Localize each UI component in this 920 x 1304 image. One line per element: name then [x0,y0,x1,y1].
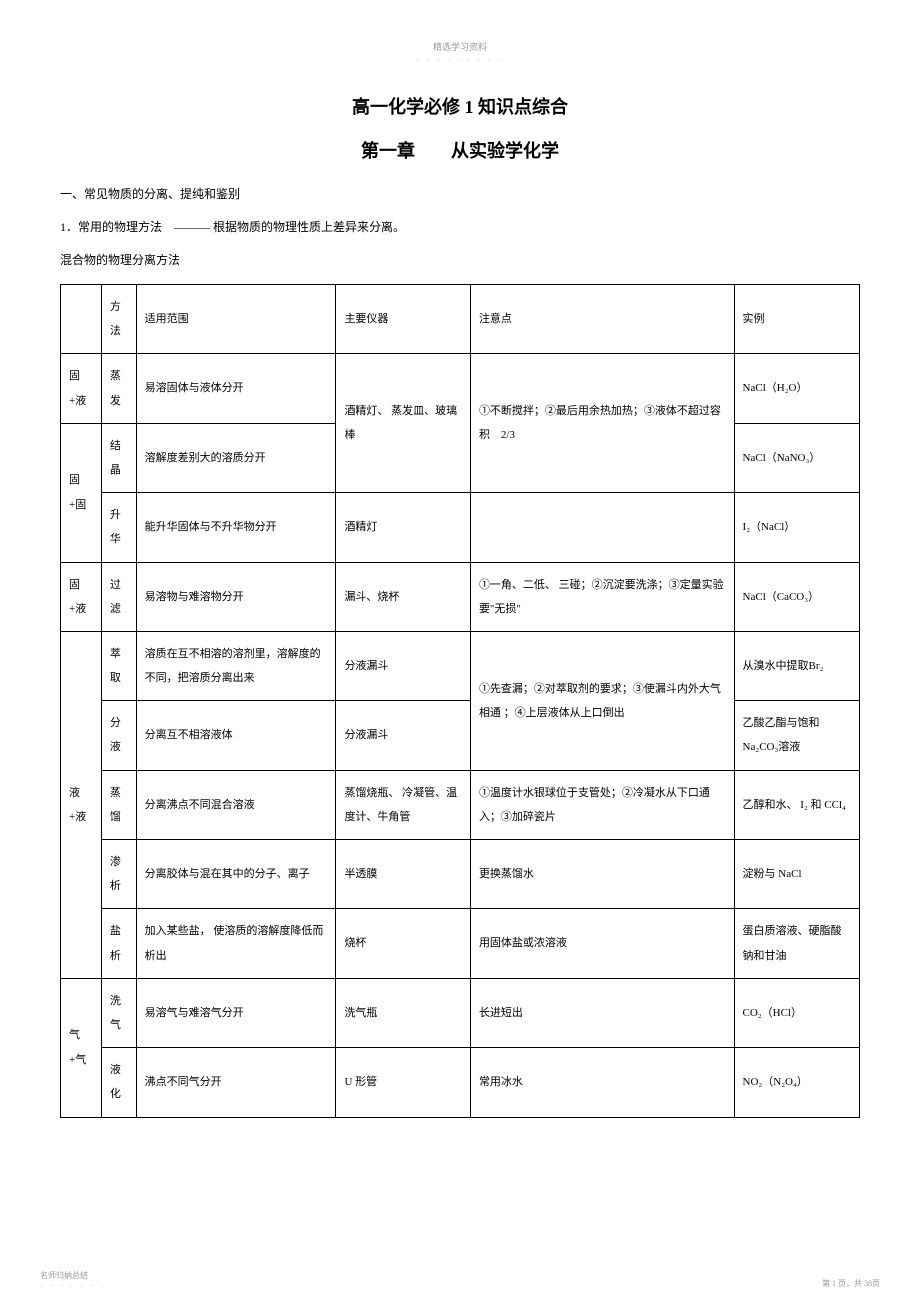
table-cell: ①温度计水银球位于支管处；②冷凝水从下口通入；③加碎瓷片 [470,770,734,839]
table-cell: 常用冰水 [470,1048,734,1117]
footer-left-text: 名师归纳总结 [40,1270,106,1281]
table-header: 方法 [101,285,136,354]
table-cell: 蒸发 [101,354,136,423]
table-cell: 分液漏斗 [336,701,471,770]
footer-page-number: 第 1 页，共 38页 [822,1278,880,1289]
table-cell: NaCl（H₂O） [734,354,859,423]
table-cell: NaCl（CaCO₃） [734,562,859,631]
table-cell: 固+液 [61,562,102,631]
table-cell: 能升华固体与不升华物分开 [136,493,336,562]
table-cell [470,493,734,562]
table-cell: 分离互不相溶液体 [136,701,336,770]
table-header: 适用范围 [136,285,336,354]
paragraph: 混合物的物理分离方法 [60,251,860,268]
table-cell: 过滤 [101,562,136,631]
table-row: 气+气 洗气 易溶气与难溶气分开 洗气瓶 长进短出 CO₂（HCl） [61,978,860,1047]
table-cell: 长进短出 [470,978,734,1047]
separation-methods-table: 方法 适用范围 主要仪器 注意点 实例 固+液 蒸发 易溶固体与液体分开 酒精灯… [60,284,860,1118]
table-cell: 漏斗、烧杯 [336,562,471,631]
table-row: 固+液 蒸发 易溶固体与液体分开 酒精灯、 蒸发皿、玻璃棒 ①不断搅拌；②最后用… [61,354,860,423]
paragraph: 1．常用的物理方法 ——— 根据物质的物理性质上差异来分离。 [60,218,860,235]
table-cell: CO₂（HCl） [734,978,859,1047]
table-cell: 洗气 [101,978,136,1047]
table-header: 注意点 [470,285,734,354]
table-cell: 蒸馏 [101,770,136,839]
chapter-title: 第一章 从实验学化学 [60,137,860,163]
table-cell: 液化 [101,1048,136,1117]
table-cell: 淀粉与 NaCl [734,840,859,909]
table-cell: 结晶 [101,423,136,492]
table-cell: 渗析 [101,840,136,909]
footer-left: 名师归纳总结 - - - - - - - [40,1270,106,1289]
table-cell: 溶解度差别大的溶质分开 [136,423,336,492]
table-row: 固+液 过滤 易溶物与难溶物分开 漏斗、烧杯 ①一角、二低、 三碰；②沉淀要洗涤… [61,562,860,631]
table-header: 主要仪器 [336,285,471,354]
table-cell: 烧杯 [336,909,471,978]
table-row: 蒸馏 分离沸点不同混合溶液 蒸馏烧瓶、 冷凝管、温度计、牛角管 ①温度计水银球位… [61,770,860,839]
table-cell: 更换蒸馏水 [470,840,734,909]
table-cell: 酒精灯、 蒸发皿、玻璃棒 [336,354,471,493]
table-row: 分液 分离互不相溶液体 分液漏斗 乙酸乙酯与饱和 Na₂CO₃溶液 [61,701,860,770]
table-cell: I₂（NaCl） [734,493,859,562]
table-row: 渗析 分离胶体与混在其中的分子、离子 半透膜 更换蒸馏水 淀粉与 NaCl [61,840,860,909]
table-cell: 用固体盐或浓溶液 [470,909,734,978]
table-cell: 萃取 [101,631,136,700]
table-header [61,285,102,354]
table-cell: ①一角、二低、 三碰；②沉淀要洗涤；③定量实验要"无损" [470,562,734,631]
table-cell: NO₂（N₂O₄） [734,1048,859,1117]
table-header: 实例 [734,285,859,354]
table-cell: 沸点不同气分开 [136,1048,336,1117]
table-cell: 半透膜 [336,840,471,909]
document-title: 高一化学必修 1 知识点综合 [60,93,860,119]
table-cell: 液+液 [61,631,102,978]
table-cell: 乙醇和水、 I₂ 和 CCl₄ [734,770,859,839]
table-cell: 从溴水中提取Br₂ [734,631,859,700]
table-row: 液+液 萃取 溶质在互不相溶的溶剂里，溶解度的不同，把溶质分离出来 分液漏斗 ①… [61,631,860,700]
footer-dots: - - - - - - - [40,1281,106,1289]
table-cell: 升华 [101,493,136,562]
header-dots: - - - - - - - - - [60,55,860,63]
table-cell: 固+固 [61,423,102,562]
table-cell: 溶质在互不相溶的溶剂里，溶解度的不同，把溶质分离出来 [136,631,336,700]
table-cell: ①先查漏；②对萃取剂的要求；③使漏斗内外大气相通 ；④上层液体从上口倒出 [470,631,734,770]
table-cell: 分液漏斗 [336,631,471,700]
header-watermark: 精选学习资料 [60,40,860,53]
table-row: 盐析 加入某些盐， 使溶质的溶解度降低而析出 烧杯 用固体盐或浓溶液 蛋白质溶液… [61,909,860,978]
table-cell: 蛋白质溶液、硬脂酸钠和甘油 [734,909,859,978]
table-cell: U 形管 [336,1048,471,1117]
table-cell: 加入某些盐， 使溶质的溶解度降低而析出 [136,909,336,978]
table-header-row: 方法 适用范围 主要仪器 注意点 实例 [61,285,860,354]
table-cell: 易溶气与难溶气分开 [136,978,336,1047]
table-cell: 酒精灯 [336,493,471,562]
table-cell: NaCl（NaNO₃） [734,423,859,492]
table-row: 升华 能升华固体与不升华物分开 酒精灯 I₂（NaCl） [61,493,860,562]
table-cell: 分离胶体与混在其中的分子、离子 [136,840,336,909]
table-cell: 易溶固体与液体分开 [136,354,336,423]
table-cell: 乙酸乙酯与饱和 Na₂CO₃溶液 [734,701,859,770]
table-cell: ①不断搅拌；②最后用余热加热；③液体不超过容积 2/3 [470,354,734,493]
table-row: 液化 沸点不同气分开 U 形管 常用冰水 NO₂（N₂O₄） [61,1048,860,1117]
table-cell: 蒸馏烧瓶、 冷凝管、温度计、牛角管 [336,770,471,839]
section-heading: 一、常见物质的分离、提纯和鉴别 [60,185,860,202]
table-cell: 分离沸点不同混合溶液 [136,770,336,839]
table-cell: 易溶物与难溶物分开 [136,562,336,631]
table-cell: 固+液 [61,354,102,423]
table-cell: 气+气 [61,978,102,1117]
table-cell: 分液 [101,701,136,770]
table-cell: 盐析 [101,909,136,978]
table-cell: 洗气瓶 [336,978,471,1047]
